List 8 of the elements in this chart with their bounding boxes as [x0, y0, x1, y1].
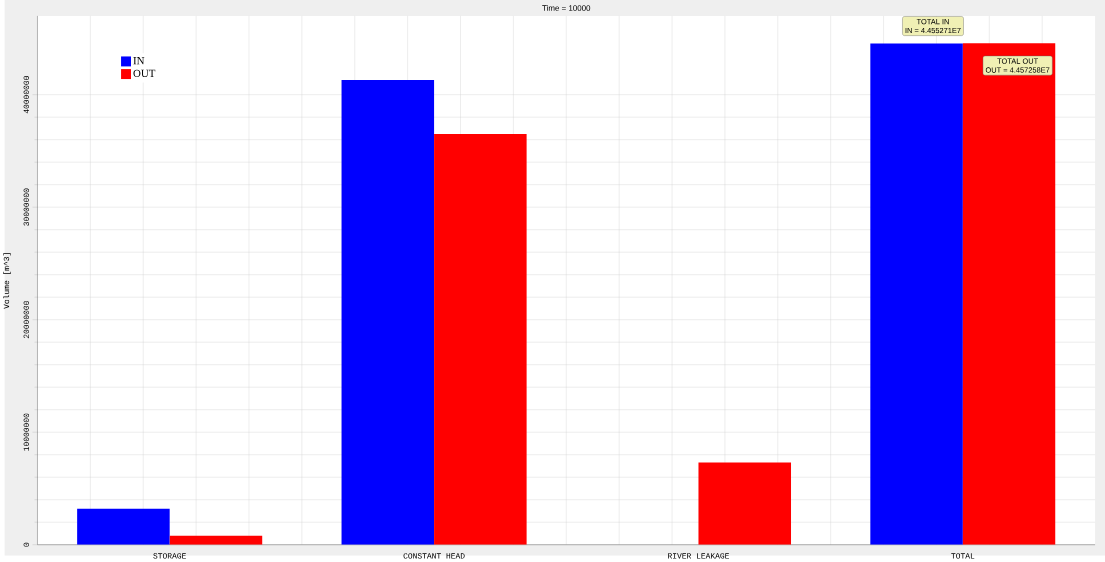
bar	[434, 134, 527, 545]
bar	[341, 80, 435, 545]
legend-label: OUT	[133, 69, 156, 78]
bar	[962, 43, 1056, 545]
bar	[77, 508, 170, 545]
legend-label: IN	[133, 57, 145, 65]
bar	[870, 43, 963, 545]
bar	[698, 462, 792, 545]
